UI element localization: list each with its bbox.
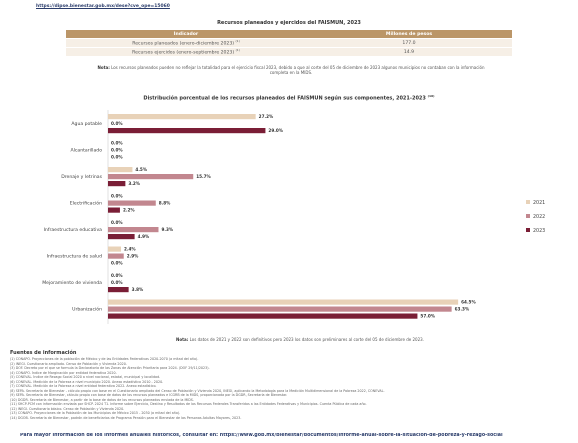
legend-swatch — [526, 200, 530, 204]
bar-chart: Agua potable 27.2% 0.0% 29.0% Alcantarillado… — [42, 110, 545, 324]
source-item: (8) SEPA. Secretaría de Bienestar - cálc… — [10, 388, 385, 393]
table-header-indicator: Indicador — [66, 30, 306, 39]
chart-title: Distribución porcentual de los recursos … — [143, 94, 435, 102]
bar-value-label: 8.8% — [159, 201, 171, 206]
table-title: Recursos planeados y ejercidos del FAISM… — [217, 20, 361, 26]
legend-swatch — [526, 214, 530, 218]
bar — [108, 174, 194, 180]
source-item: (4) CONAPO. Índice de Marginación por en… — [10, 370, 117, 375]
resources-table: Indicador Millones de pesos Recursos pla… — [66, 30, 512, 56]
source-item: (2) INEGI. Cuestionario ampliado. Censo … — [10, 361, 127, 366]
bar-value-label: 0.0% — [111, 261, 123, 266]
category-label: Alcantarillado — [70, 148, 102, 154]
bar — [108, 253, 124, 259]
bar — [108, 167, 133, 173]
bar — [108, 207, 120, 213]
bar-value-label: 63.3% — [455, 307, 470, 312]
bar — [108, 306, 452, 312]
bar — [108, 227, 159, 233]
source-item: (13) CONAPO. Proyecciones de la Població… — [10, 411, 181, 415]
bar — [108, 128, 266, 134]
source-item: (3) DOF. Decreto por el que se formula l… — [10, 366, 210, 370]
bar-value-label: 0.0% — [111, 141, 123, 146]
table-row: Recursos planeados (enero-diciembre 2023… — [66, 38, 512, 48]
legend-swatch — [526, 228, 530, 232]
bar-value-label: 9.3% — [161, 227, 173, 232]
chart-note: Nota: Los datos de 2021 y 2022 son defin… — [176, 337, 424, 342]
bar-value-label: 0.0% — [111, 220, 123, 225]
bar-value-label: 4.9% — [138, 234, 150, 239]
legend-label: 2021 — [533, 200, 545, 206]
source-item: (12) INEGI. Cuestionario básico. Censo d… — [10, 406, 125, 411]
bar — [108, 200, 156, 206]
sources-list: (1) CONAPO. Proyecciones de la población… — [10, 357, 550, 420]
bar-value-label: 15.7% — [196, 174, 211, 179]
source-item: (1) CONAPO. Proyecciones de la población… — [10, 357, 199, 361]
table-cell-value: 14.9 — [306, 47, 512, 56]
bar-value-label: 4.5% — [135, 167, 147, 172]
bar — [108, 181, 126, 187]
bar-value-label: 0.0% — [111, 280, 123, 285]
bar-value-label: 0.0% — [111, 148, 123, 153]
bar-value-label: 29.0% — [268, 128, 283, 133]
source-item: (11) SHCP-PCM con información enviada po… — [10, 402, 367, 406]
bar — [108, 299, 459, 305]
bar-value-label: 57.0% — [420, 314, 435, 319]
source-item: (9) SEPA. Secretaría de Bienestar, cálcu… — [10, 393, 288, 397]
source-item: (6) CONEVAL. Medición de la Pobreza a ni… — [10, 379, 164, 384]
source-item: (7) CONEVAL. Medición de la Pobreza a ni… — [10, 384, 157, 388]
table-cell-label: Recursos planeados (enero-diciembre 2023… — [66, 38, 306, 48]
bar-value-label: 0.0% — [111, 194, 123, 199]
bar — [108, 313, 418, 319]
table-cell-label: Recursos ejercidos (enero-septiembre 202… — [66, 47, 306, 56]
category-label: Agua potable — [71, 121, 102, 127]
bar-value-label: 64.5% — [461, 300, 476, 305]
category-label: Urbanización — [72, 306, 102, 313]
source-item: (10) DGDR. Secretaría de Bienestar, a pa… — [10, 397, 194, 402]
bar-value-label: 0.0% — [111, 121, 123, 126]
bar-value-label: 2.4% — [124, 247, 136, 252]
bar — [108, 234, 135, 240]
category-label: Electrificación — [70, 200, 102, 207]
category-label: Infraestructura de salud — [47, 254, 102, 260]
bar — [108, 287, 129, 293]
category-label: Infraestructura educativa — [44, 227, 103, 233]
bar-value-label: 3.2% — [128, 181, 140, 186]
bar-value-label: 0.0% — [111, 273, 123, 278]
table-row: Recursos ejercidos (enero-septiembre 202… — [66, 47, 512, 56]
bar-value-label: 2.9% — [127, 254, 139, 259]
legend-label: 2022 — [533, 214, 545, 220]
table-cell-value: 177.0 — [306, 38, 512, 48]
sources-title: Fuentes de información — [10, 350, 77, 356]
category-label: Mejoramiento de vivienda — [42, 280, 102, 286]
table-header-amount: Millones de pesos — [306, 30, 512, 39]
bar-value-label: 2.2% — [123, 208, 135, 213]
legend-label: 2023 — [533, 228, 545, 234]
bar-value-label: 0.0% — [111, 155, 123, 160]
bar — [108, 246, 122, 252]
footer-link[interactable]: Para mayor información de los informes a… — [20, 433, 503, 438]
source-item: (5) CONEVAL. Índice de Rezago Social 202… — [10, 375, 161, 379]
bar-value-label: 3.8% — [132, 287, 144, 292]
category-label: Drenaje y letrinas — [61, 174, 102, 180]
bar-value-label: 27.2% — [259, 114, 274, 119]
top-link[interactable]: https://dipse.bienestar.gob.mx/dese?cve_… — [36, 4, 170, 9]
bar — [108, 114, 256, 120]
source-item: (14) DGOB. Secretaría de Bienestar, padr… — [10, 415, 242, 420]
table-note: Nota: Los recursos planeados pueden no r… — [97, 65, 485, 75]
